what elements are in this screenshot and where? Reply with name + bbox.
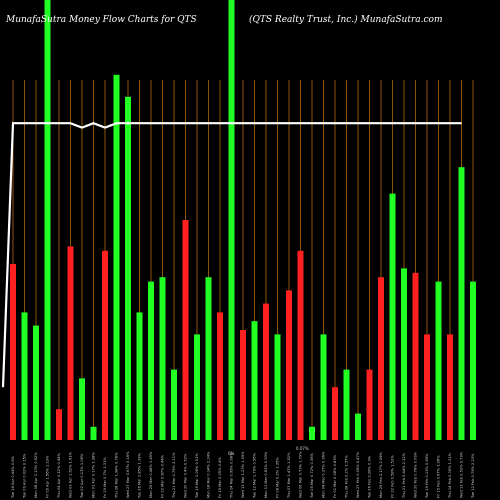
bar-outflow <box>182 220 189 440</box>
x-tick-label: Mon 04 Mar 0.37% 0.36% <box>322 451 326 498</box>
x-tick-label: Wed 13 Mar 1.23% 1.09% <box>241 451 245 498</box>
x-tick-label: Thu 21 Mar 0.79% 2.11% <box>172 452 176 499</box>
bar-outflow <box>447 334 453 440</box>
money-flow-line-group <box>1 122 462 388</box>
chart-title-left: MunafaSutra Money Flow Charts for QTS <box>5 15 197 25</box>
bar-outflow <box>102 250 108 440</box>
bar-inflow <box>274 334 281 440</box>
x-tick-label: Mon 08 Apr 1.13% 0.62% <box>34 452 38 498</box>
bar-outflow <box>424 334 430 440</box>
bar-inflow <box>113 74 120 441</box>
bar-inflow <box>389 193 396 440</box>
bar-outflow <box>378 277 384 440</box>
bar-inflow <box>355 413 361 440</box>
x-tick-label: Thu 04 Apr 0.12% 0.44% <box>57 452 61 499</box>
x-tick-label: Fri 05 Apr 1.56% 1.23% <box>46 455 50 498</box>
x-tick-label: Fri 15 Feb 0.67% 1.06% <box>437 455 441 498</box>
x-tick-label: Tue 16 Apr 0.44% 0.6% <box>11 455 15 499</box>
x-tick-label: Wed 20 Mar 0.4% 0.52% <box>184 453 188 498</box>
bar-inflow <box>79 378 85 440</box>
bar-inflow <box>251 321 258 440</box>
bar-inflow <box>205 277 212 440</box>
x-tick-label: Fri 29 Mar 0.7% 1.31% <box>103 457 107 498</box>
x-tick-label: Thu 28 Feb 0.2% 1.57% <box>345 455 349 499</box>
annotation-zero: 0% <box>228 451 235 456</box>
x-tick-label: Fri 08 Mar 0.2% 1.35% <box>276 457 280 498</box>
bar-inflow <box>159 277 166 440</box>
chart-title-right: (QTS Realty Trust, Inc.) MunafaSutra.com <box>249 14 442 25</box>
x-tick-label: Mon 01 Apr 0.17% 1.38% <box>92 452 96 498</box>
x-tick-label: Tue 02 Apr 0.13% 1.06% <box>80 453 84 499</box>
x-tick-label: Fri 15 Mar 0.05% 0.4% <box>218 457 222 498</box>
x-tick-label: Wed 20 Feb 0.78% 0.06% <box>414 451 418 498</box>
x-tick-label: Mon 18 Mar 0.34% 2.24% <box>207 451 211 498</box>
money-flow-line <box>1 122 462 388</box>
bar-outflow <box>297 250 304 440</box>
bar-outflow <box>332 387 338 440</box>
x-tick-label: Tue 09 Apr 0.02% 0.15% <box>23 453 27 499</box>
bar-inflow <box>470 281 476 440</box>
x-tick-label: Tue 19 Feb 0.13% 0.69% <box>425 453 429 499</box>
x-tick-label: Wed 13 Feb 0.53% 0.79% <box>460 451 464 498</box>
bar-inflow <box>309 426 315 440</box>
bar-inflow <box>148 281 154 440</box>
x-tick-label: Wed 06 Mar 0.73% 1.79% <box>299 451 303 498</box>
x-tick-label: Thu 14 Mar 0.99% 0.68% <box>230 452 234 499</box>
bar-inflow <box>44 0 51 440</box>
x-tick-label: Tue 12 Mar 1.79% 0.56% <box>253 453 257 499</box>
bar-inflow <box>136 312 143 440</box>
bar-inflow <box>228 0 235 440</box>
x-tick-label: Tue 12 Feb 0.79% 2.23% <box>471 453 475 499</box>
bar-inflow <box>435 281 442 440</box>
x-tick-label: Wed 27 Feb 0.05% 0.47% <box>356 451 360 498</box>
bar-inflow <box>401 268 407 440</box>
bar-inflow <box>458 167 465 440</box>
x-tick-label: Tue 05 Mar 0.72% 0.36% <box>310 453 314 499</box>
bar-outflow <box>263 303 269 440</box>
x-tick-label: Mon 25 Mar 0.46% 1.45% <box>149 451 153 498</box>
bar-inflow <box>33 325 39 440</box>
x-tick-label: Fri 22 Feb 0.58% 1.53% <box>391 455 395 498</box>
x-tick-label: Tue 26 Mar 2.85% 1.39% <box>138 453 142 499</box>
x-tick-label: Fri 01 Mar 0.08% 0.83% <box>333 454 337 498</box>
bar-outflow <box>366 369 373 440</box>
bar-inflow <box>21 312 28 440</box>
x-tick-label: Tue 26 Feb 0.28% 0.9% <box>368 455 372 499</box>
x-tick-label: Tue 19 Mar 1.06% 0.51% <box>195 453 199 499</box>
x-tick-label: Mon 25 Feb 2.17% 2.08% <box>379 452 383 498</box>
bar-inflow <box>320 334 327 440</box>
x-tick-label: Wed 27 Mar 0.67% 0.16% <box>126 451 130 498</box>
bar-inflow <box>125 96 131 441</box>
bar-inflow <box>171 369 177 440</box>
bar-outflow <box>56 409 62 440</box>
bar-outflow <box>217 312 223 440</box>
x-tick-label: Mon 11 Mar 0.83% 0.93% <box>264 451 268 498</box>
x-tick-label: Thu 21 Feb 0.44% 2.12% <box>402 452 406 499</box>
bar-inflow <box>194 334 200 440</box>
bar-outflow <box>67 246 74 440</box>
x-tick-label: Thu 07 Mar 1.47% 1.52% <box>287 452 291 499</box>
bar-inflow <box>343 369 350 440</box>
bar-outflow <box>412 272 419 440</box>
x-tick-label: Wed 03 Apr 1.62% 1.61% <box>69 451 73 498</box>
x-tick-label: Thu 14 Feb 0.39% 1.21% <box>448 452 452 499</box>
annotation-change: 0.07% <box>296 446 309 451</box>
bar-inflow <box>90 426 97 440</box>
x-tick-label: Thu 28 Mar 1.98% 0.78% <box>115 452 119 499</box>
x-tick-label: Fri 22 Mar 0.87% 0.44% <box>161 454 165 498</box>
bar-outflow <box>286 290 292 440</box>
x-tick-labels: Tue 16 Apr 0.44% 0.6% Tue 09 Apr 0.02% 0.… <box>11 451 475 499</box>
bars <box>10 0 476 441</box>
bar-outflow <box>240 330 246 440</box>
bar-outflow <box>10 264 16 440</box>
